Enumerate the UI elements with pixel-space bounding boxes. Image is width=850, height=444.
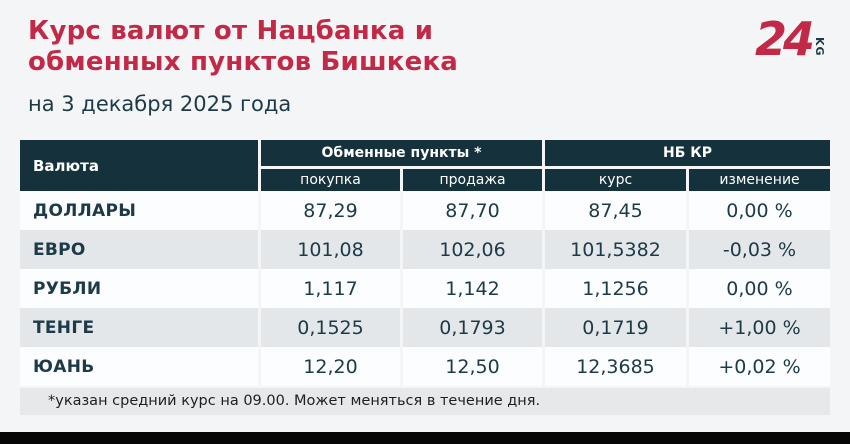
sell-value: 102,06 xyxy=(403,230,542,269)
buy-value: 87,29 xyxy=(261,191,400,230)
header-group-nbkr: НБ КР xyxy=(545,140,830,166)
change-value: -0,03 % xyxy=(689,230,830,269)
buy-value: 12,20 xyxy=(261,347,400,386)
footnote-average-rate: *указан средний курс на 09.00. Может мен… xyxy=(20,388,830,415)
currency-name: РУБЛИ xyxy=(20,269,258,308)
currency-name: ЕВРО xyxy=(20,230,258,269)
table-row-dollars: ДОЛЛАРЫ 87,29 87,70 87,45 0,00 % xyxy=(20,191,830,230)
rate-value: 0,1719 xyxy=(545,308,686,347)
logo-24-text: 24 xyxy=(754,12,815,66)
buy-value: 1,117 xyxy=(261,269,400,308)
change-value: 0,00 % xyxy=(689,269,830,308)
logo-kg-text: KG xyxy=(813,37,826,57)
header-cell-change: изменение xyxy=(689,169,830,191)
rate-value: 101,5382 xyxy=(545,230,686,269)
table-row-tenge: ТЕНГЕ 0,1525 0,1793 0,1719 +1,00 % xyxy=(20,308,830,347)
sell-value: 1,142 xyxy=(403,269,542,308)
header-cell-rate: курс xyxy=(545,169,686,191)
currency-name: ТЕНГЕ xyxy=(20,308,258,347)
rate-value: 12,3685 xyxy=(545,347,686,386)
date-subtitle: на 3 декабря 2025 года xyxy=(28,92,292,116)
table-header: Валюта Обменные пункты * НБ КР покупка п… xyxy=(20,140,830,191)
table-row-yuan: ЮАНЬ 12,20 12,50 12,3685 +0,02 % xyxy=(20,347,830,386)
currency-name: ДОЛЛАРЫ xyxy=(20,191,258,230)
change-value: +0,02 % xyxy=(689,347,830,386)
sell-value: 12,50 xyxy=(403,347,542,386)
table-row-euro: ЕВРО 101,08 102,06 101,5382 -0,03 % xyxy=(20,230,830,269)
change-value: 0,00 % xyxy=(689,191,830,230)
buy-value: 0,1525 xyxy=(261,308,400,347)
bottom-black-bar xyxy=(0,432,850,444)
rate-value: 1,1256 xyxy=(545,269,686,308)
rate-value: 87,45 xyxy=(545,191,686,230)
buy-value: 101,08 xyxy=(261,230,400,269)
sell-value: 87,70 xyxy=(403,191,542,230)
header-cell-currency: Валюта xyxy=(20,140,258,191)
page-title: Курс валют от Нацбанка и обменных пункто… xyxy=(28,16,458,78)
table-row-rubles: РУБЛИ 1,117 1,142 1,1256 0,00 % xyxy=(20,269,830,308)
page-title-line2: обменных пунктов Бишкека xyxy=(28,47,459,77)
currency-name: ЮАНЬ xyxy=(20,347,258,386)
page-title-line1: Курс валют от Нацбанка и xyxy=(28,16,434,46)
sell-value: 0,1793 xyxy=(403,308,542,347)
brand-logo-24kg: 24 KG xyxy=(754,12,826,66)
header-cell-buy: покупка xyxy=(261,169,400,191)
header-cell-sell: продажа xyxy=(403,169,542,191)
change-value: +1,00 % xyxy=(689,308,830,347)
header-group-exchange-offices: Обменные пункты * xyxy=(261,140,542,166)
currency-rates-table: Валюта Обменные пункты * НБ КР покупка п… xyxy=(20,140,830,415)
